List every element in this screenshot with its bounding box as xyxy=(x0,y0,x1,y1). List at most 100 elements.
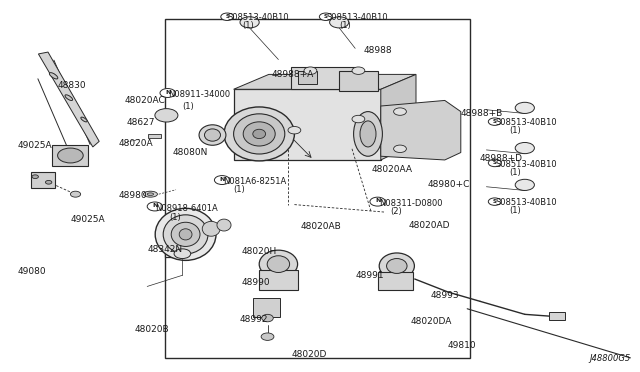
Circle shape xyxy=(288,126,301,134)
Bar xyxy=(549,312,565,320)
Text: 48627: 48627 xyxy=(127,118,156,127)
Circle shape xyxy=(515,102,534,113)
Circle shape xyxy=(160,89,175,97)
Circle shape xyxy=(304,67,317,74)
Text: 48988+D: 48988+D xyxy=(480,154,523,163)
Text: 48991: 48991 xyxy=(355,271,384,280)
Text: 48980+C: 48980+C xyxy=(428,180,470,189)
Text: 48980: 48980 xyxy=(118,191,147,200)
Bar xyxy=(253,298,280,317)
Ellipse shape xyxy=(179,229,192,240)
Text: N08911-34000: N08911-34000 xyxy=(168,90,230,99)
Text: S: S xyxy=(493,119,497,124)
Ellipse shape xyxy=(199,125,226,145)
Text: S08513-40B10: S08513-40B10 xyxy=(496,198,557,207)
Circle shape xyxy=(155,109,178,122)
Text: 48080N: 48080N xyxy=(173,148,208,157)
Text: 48020H: 48020H xyxy=(242,247,277,256)
Ellipse shape xyxy=(163,215,208,254)
Circle shape xyxy=(352,67,365,74)
Polygon shape xyxy=(234,74,416,89)
Circle shape xyxy=(330,17,349,28)
Text: J48800G5: J48800G5 xyxy=(589,354,630,363)
Text: (1): (1) xyxy=(509,206,520,215)
Text: S: S xyxy=(225,14,229,19)
Text: N: N xyxy=(152,203,157,208)
Text: 48020B: 48020B xyxy=(134,325,169,334)
Text: 48992: 48992 xyxy=(240,315,269,324)
Text: 48988+A: 48988+A xyxy=(272,70,314,79)
Text: N081A6-8251A: N081A6-8251A xyxy=(223,177,286,186)
Bar xyxy=(165,19,470,358)
Text: (1): (1) xyxy=(182,102,194,110)
Circle shape xyxy=(394,145,406,153)
Text: S08513-40B10: S08513-40B10 xyxy=(496,160,557,169)
Circle shape xyxy=(488,118,501,125)
Text: S08513-40B10: S08513-40B10 xyxy=(228,13,289,22)
Text: 48020A: 48020A xyxy=(118,139,153,148)
Ellipse shape xyxy=(243,122,275,146)
Bar xyxy=(31,172,55,188)
Text: S: S xyxy=(493,199,497,204)
Circle shape xyxy=(45,180,52,184)
Ellipse shape xyxy=(205,129,220,141)
Ellipse shape xyxy=(147,193,154,195)
Text: 49025A: 49025A xyxy=(70,215,105,224)
Text: 48020DA: 48020DA xyxy=(411,317,452,326)
Ellipse shape xyxy=(253,129,266,138)
Ellipse shape xyxy=(379,253,415,279)
Text: (1): (1) xyxy=(509,168,520,177)
Text: 48993: 48993 xyxy=(430,291,459,300)
Bar xyxy=(165,227,176,257)
Ellipse shape xyxy=(234,114,285,154)
Ellipse shape xyxy=(224,107,294,161)
Ellipse shape xyxy=(354,112,383,156)
Circle shape xyxy=(240,17,259,28)
Ellipse shape xyxy=(268,256,289,272)
Circle shape xyxy=(221,13,234,20)
Circle shape xyxy=(370,197,385,206)
Circle shape xyxy=(214,176,230,185)
Circle shape xyxy=(515,179,534,190)
Circle shape xyxy=(174,249,191,259)
Bar xyxy=(291,67,355,89)
Circle shape xyxy=(58,148,83,163)
Circle shape xyxy=(515,142,534,154)
Ellipse shape xyxy=(259,250,298,278)
Text: 48020AB: 48020AB xyxy=(301,222,342,231)
Circle shape xyxy=(352,115,365,123)
Bar xyxy=(234,89,381,160)
Circle shape xyxy=(261,333,274,340)
Text: (1): (1) xyxy=(509,126,520,135)
Ellipse shape xyxy=(387,259,407,273)
Text: 48988+B: 48988+B xyxy=(461,109,503,118)
Ellipse shape xyxy=(143,191,157,197)
Circle shape xyxy=(319,13,332,20)
Text: N: N xyxy=(165,90,170,95)
Text: (1): (1) xyxy=(170,213,181,222)
Circle shape xyxy=(488,198,501,205)
Text: 48830: 48830 xyxy=(58,81,86,90)
Text: S: S xyxy=(324,14,328,19)
Text: 49810: 49810 xyxy=(448,341,477,350)
Circle shape xyxy=(147,202,163,211)
Ellipse shape xyxy=(172,222,200,247)
Text: N08918-6401A: N08918-6401A xyxy=(156,204,218,213)
Text: S08513-40B10: S08513-40B10 xyxy=(326,13,388,22)
Text: 48020AD: 48020AD xyxy=(408,221,450,230)
Ellipse shape xyxy=(202,221,220,236)
Bar xyxy=(298,71,317,84)
Ellipse shape xyxy=(81,117,87,122)
Circle shape xyxy=(394,108,406,115)
Ellipse shape xyxy=(155,208,216,260)
Ellipse shape xyxy=(262,314,273,322)
Text: (1): (1) xyxy=(339,21,351,30)
Bar xyxy=(259,270,298,290)
Text: (1): (1) xyxy=(242,21,253,30)
Polygon shape xyxy=(38,52,99,147)
Text: S08513-40B10: S08513-40B10 xyxy=(496,118,557,127)
Bar xyxy=(378,272,413,290)
Text: S: S xyxy=(493,160,497,165)
Text: 48990: 48990 xyxy=(242,278,271,287)
Polygon shape xyxy=(381,74,416,160)
